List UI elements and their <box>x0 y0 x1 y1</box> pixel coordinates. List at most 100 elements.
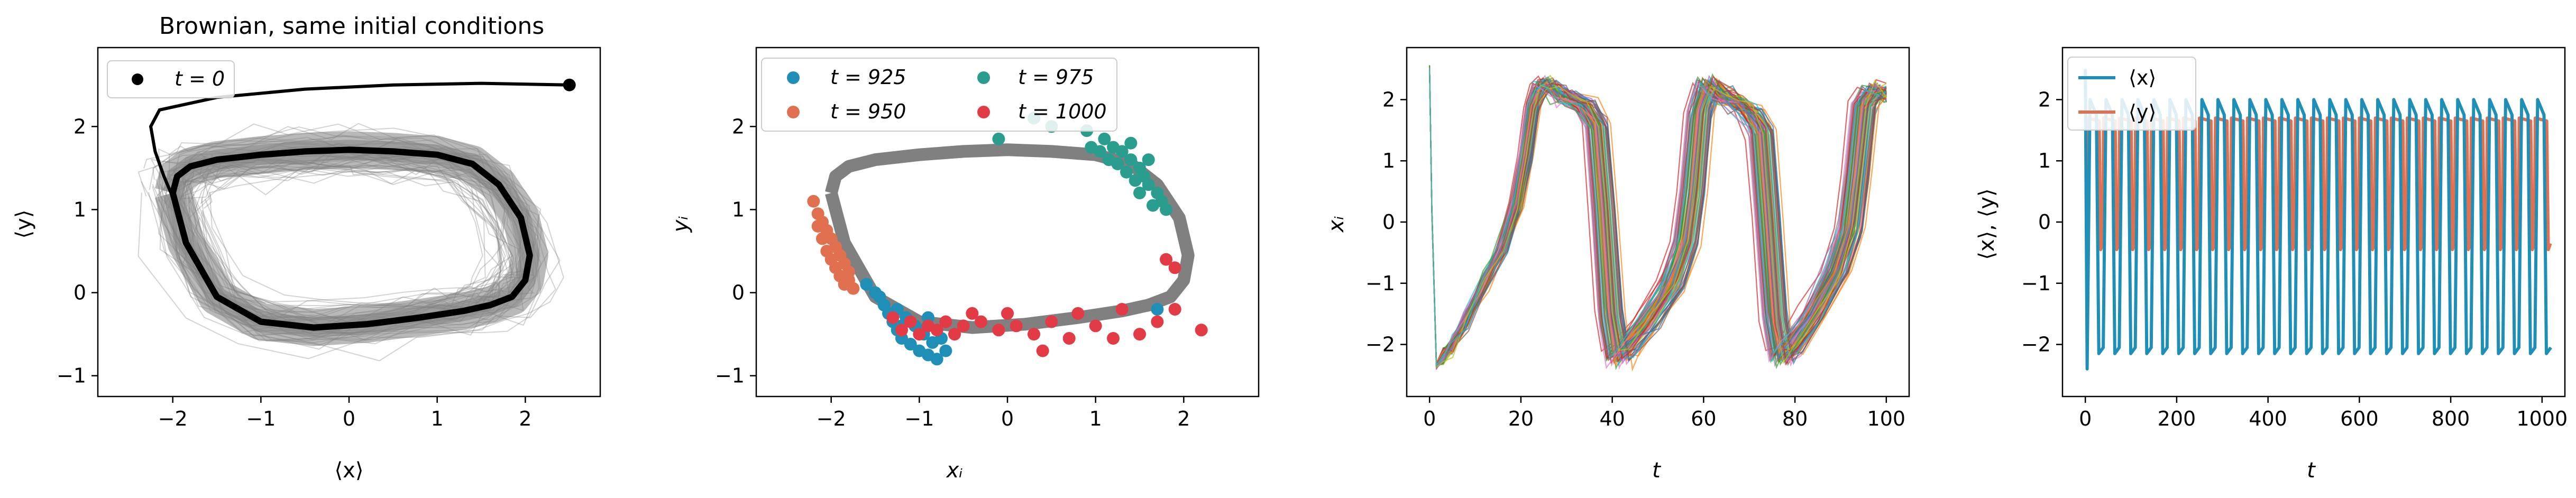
scatter-point-1000 <box>895 324 908 337</box>
x-tick-label: 600 <box>2340 407 2379 430</box>
x-tick-label: 100 <box>1867 407 1906 430</box>
legend-marker-t950 <box>787 106 800 118</box>
x-tick-label: 0 <box>1001 407 1014 430</box>
sample-trajectory <box>1429 69 1886 370</box>
scatter-point-975 <box>1124 153 1138 167</box>
y-tick-label: −1 <box>715 364 745 388</box>
panel-4-legend: ⟨x⟩ ⟨y⟩ <box>2067 57 2196 131</box>
scatter-point-1000 <box>939 315 952 328</box>
x-tick-label: −1 <box>904 407 934 430</box>
scatter-point-1000 <box>1028 328 1040 341</box>
y-tick-label: −2 <box>2021 333 2051 356</box>
y-tick-label: 2 <box>2038 88 2051 111</box>
legend-label-t1000: t = 1000 <box>1018 100 1107 123</box>
y-tick-label: 2 <box>732 115 745 138</box>
scatter-point-925 <box>873 290 886 303</box>
y-tick-label: 0 <box>732 281 745 305</box>
sample-trajectory <box>1429 68 1886 366</box>
scatter-point-1000 <box>1107 332 1120 345</box>
scatter-point-1000 <box>992 324 1005 337</box>
scatter-point-975 <box>1124 136 1138 150</box>
scatter-point-975 <box>1085 141 1098 154</box>
panel-1-brownian-phase: Brownian, same initial conditions −2 −1 0 1… <box>12 13 601 483</box>
panel-3-xlabel: t <box>1652 458 1661 483</box>
mean-y-series <box>2084 69 2552 252</box>
mean-transient-line <box>149 81 570 198</box>
scatter-point-950 <box>807 195 820 208</box>
x-tick-label: 20 <box>1508 407 1534 430</box>
x-tick-label: 1000 <box>2516 407 2568 430</box>
x-tick-label: 0 <box>343 407 355 430</box>
scatter-point-1000 <box>913 328 926 341</box>
panel-3-axes: 0 20 40 60 80 100 −2 −1 0 1 2 <box>1365 47 1910 430</box>
legend-label-t975: t = 975 <box>1018 66 1094 89</box>
y-tick-label: −1 <box>1365 272 1395 295</box>
sample-trajectory <box>1429 69 1887 369</box>
panel-2-ylabel: yᵢ <box>668 216 693 233</box>
panel-2-legend: t = 925 t = 950 t = 975 t = 1000 <box>761 58 1117 132</box>
scatter-point-1000 <box>975 315 987 328</box>
panel-1-xlabel: ⟨x⟩ <box>335 458 364 483</box>
x-tick-label: 40 <box>1599 407 1625 430</box>
x-tick-label: 2 <box>1177 407 1190 430</box>
scatter-point-975 <box>1098 132 1111 145</box>
scatter-point-1000 <box>904 315 917 328</box>
x-tick-label: −1 <box>246 407 276 430</box>
scatter-point-1000 <box>1010 319 1023 333</box>
scatter-point-925 <box>1151 303 1164 316</box>
x-tick-label: 1 <box>431 407 444 430</box>
scatter-point-975 <box>1147 199 1159 212</box>
scatter-point-950 <box>824 253 838 266</box>
scatter-point-950 <box>847 282 860 295</box>
sample-trajectory <box>1429 70 1887 367</box>
scatter-point-1000 <box>1062 332 1076 345</box>
sample-trajectory <box>1429 68 1876 370</box>
panel-4-plot-area <box>2084 69 2552 371</box>
initial-point-marker <box>563 78 576 91</box>
scatter-point-975 <box>992 132 1005 145</box>
x-tick-label: −2 <box>158 407 188 430</box>
scatter-point-925 <box>860 278 873 291</box>
panel-1-ylabel: ⟨y⟩ <box>12 210 36 239</box>
sample-trajectory <box>1429 71 1881 367</box>
panel-2-axes: −2 −1 0 1 2 −1 0 1 2 <box>715 47 1260 430</box>
scatter-point-975 <box>1120 165 1133 179</box>
scatter-point-925 <box>904 338 917 351</box>
scatter-point-950 <box>816 232 829 245</box>
scatter-point-1000 <box>1168 303 1181 316</box>
panel-4-mean-series: 0 200 400 600 800 1000 −2 −1 0 1 2 t ⟨x⟩, ⟨y⟩ ⟨x⟩ … <box>1975 47 2568 483</box>
mean-limit-cycle <box>169 146 533 331</box>
panel-4-axes: 0 200 400 600 800 1000 −2 −1 0 1 2 <box>2021 47 2568 430</box>
scatter-point-1000 <box>1115 303 1129 316</box>
scatter-point-925 <box>930 353 943 366</box>
y-tick-label: 0 <box>1382 210 1395 234</box>
scatter-point-975 <box>1142 178 1155 191</box>
y-tick-label: 2 <box>74 115 86 138</box>
scatter-point-1000 <box>1001 307 1014 320</box>
x-tick-label: −2 <box>817 407 846 430</box>
legend-marker-t1000 <box>977 106 990 118</box>
x-tick-label: 80 <box>1782 407 1808 430</box>
legend-label-mean-y: ⟨y⟩ <box>2129 100 2156 124</box>
legend-marker-t0 <box>132 73 143 85</box>
legend-label-t950: t = 950 <box>830 100 906 123</box>
panel-2-xlabel: xᵢ <box>946 458 963 483</box>
scatter-point-1000 <box>966 307 979 320</box>
sample-trajectory <box>1429 69 1887 366</box>
y-tick-label: 2 <box>1382 88 1395 111</box>
scatter-point-950 <box>811 219 824 233</box>
x-tick-label: 0 <box>1423 407 1436 430</box>
sample-trajectory <box>1429 69 1880 367</box>
scatter-point-1000 <box>1045 315 1058 328</box>
y-tick-label: 0 <box>74 281 86 305</box>
y-tick-label: −1 <box>57 364 86 388</box>
panel-1-plot-area <box>137 78 576 362</box>
x-tick-label: 1 <box>1089 407 1102 430</box>
scatter-point-1000 <box>948 328 961 341</box>
panel-2-snapshots: −2 −1 0 1 2 −1 0 1 2 xᵢ yᵢ t = 925 t = 950 t = 9… <box>668 47 1260 483</box>
scatter-point-1000 <box>1133 328 1146 341</box>
legend-marker-t925 <box>787 71 800 84</box>
y-tick-label: 1 <box>732 198 745 221</box>
scatter-point-975 <box>1129 174 1142 187</box>
